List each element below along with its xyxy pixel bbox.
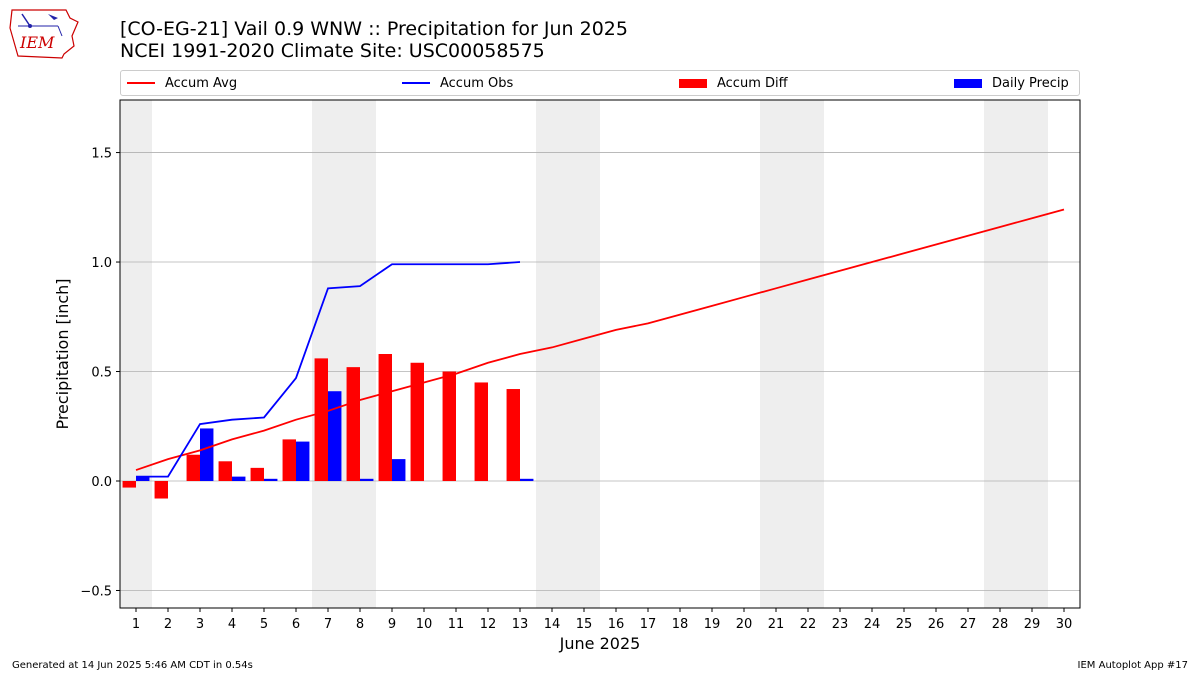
x-tick-label-6: 6: [292, 617, 300, 632]
daily-precip-bar-4: [232, 476, 246, 481]
accum-diff-bar-11: [442, 371, 456, 481]
svg-text:IEM: IEM: [19, 33, 55, 52]
daily-precip-bar-13: [520, 478, 534, 481]
x-tick-label-23: 23: [832, 617, 849, 632]
weekend-shade-day-15: [568, 100, 600, 608]
legend-label-accum-obs: Accum Obs: [440, 75, 514, 91]
x-tick-label-27: 27: [960, 617, 977, 632]
x-tick-label-26: 26: [928, 617, 945, 632]
accum-diff-bar-7: [314, 358, 328, 481]
weekend-shade-day-14: [536, 100, 568, 608]
accum-diff-bar-12: [474, 382, 488, 481]
x-tick-label-4: 4: [228, 617, 236, 632]
accum-diff-bar-13: [506, 389, 520, 481]
weekend-shade-day-1: [120, 100, 152, 608]
generated-timestamp: Generated at 14 Jun 2025 5:46 AM CDT in …: [12, 660, 253, 671]
x-tick-label-7: 7: [324, 617, 332, 632]
x-tick-label-24: 24: [864, 617, 881, 632]
chart-subtitle: NCEI 1991-2020 Climate Site: USC00058575: [120, 40, 545, 62]
x-tick-label-10: 10: [416, 617, 433, 632]
x-axis-label: June 2025: [559, 634, 641, 653]
legend-item-accum-obs: Accum Obs: [402, 74, 513, 92]
chart-title: [CO-EG-21] Vail 0.9 WNW :: Precipitation…: [120, 18, 628, 40]
weekend-shade-day-29: [1016, 100, 1048, 608]
x-tick-label-19: 19: [704, 617, 721, 632]
daily-precip-bar-9: [392, 459, 406, 481]
weekend-shade-day-8: [344, 100, 376, 608]
legend-item-daily-precip: Daily Precip: [954, 74, 1069, 92]
daily-precip-bar-6: [296, 441, 310, 481]
legend-swatch-accum-diff: [679, 78, 707, 88]
x-tick-label-12: 12: [480, 617, 497, 632]
y-tick-label-2: 0.5: [91, 366, 112, 381]
x-tick-label-3: 3: [196, 617, 204, 632]
accum-diff-bar-4: [218, 461, 232, 481]
x-tick-label-1: 1: [132, 617, 140, 632]
accum-diff-bar-9: [378, 354, 392, 481]
x-tick-label-28: 28: [992, 617, 1009, 632]
legend: Accum Avg Accum Obs Accum Diff Daily Pre…: [120, 70, 1080, 96]
x-tick-label-29: 29: [1024, 617, 1041, 632]
x-tick-label-14: 14: [544, 617, 561, 632]
x-tick-label-15: 15: [576, 617, 593, 632]
x-tick-label-30: 30: [1056, 617, 1073, 632]
accum-diff-bar-1: [122, 481, 136, 488]
weekend-shade-day-21: [760, 100, 792, 608]
x-tick-label-8: 8: [356, 617, 364, 632]
x-tick-label-16: 16: [608, 617, 625, 632]
accum-diff-bar-3: [186, 454, 200, 481]
accum-avg-line: [135, 208, 1065, 471]
legend-label-accum-diff: Accum Diff: [717, 75, 788, 91]
legend-swatch-accum-obs: [402, 82, 430, 84]
x-tick-label-13: 13: [512, 617, 529, 632]
daily-precip-bar-8: [360, 478, 374, 481]
weekend-shade-day-22: [792, 100, 824, 608]
legend-label-accum-avg: Accum Avg: [165, 75, 238, 91]
accum-obs-line: [136, 261, 521, 478]
iem-logo: IEM: [8, 6, 80, 60]
y-axis-label: Precipitation [inch]: [53, 278, 72, 429]
legend-label-daily-precip: Daily Precip: [992, 75, 1069, 91]
accum-diff-bar-2: [154, 481, 168, 499]
x-tick-label-22: 22: [800, 617, 817, 632]
x-tick-label-5: 5: [260, 617, 268, 632]
x-tick-label-9: 9: [388, 617, 396, 632]
legend-item-accum-diff: Accum Diff: [679, 74, 788, 92]
weekend-shade-day-28: [984, 100, 1016, 608]
daily-precip-bar-3: [200, 428, 214, 481]
legend-item-accum-avg: Accum Avg: [127, 74, 237, 92]
x-tick-label-2: 2: [164, 617, 172, 632]
x-tick-label-17: 17: [640, 617, 657, 632]
x-tick-label-20: 20: [736, 617, 753, 632]
accum-diff-bar-8: [346, 367, 360, 481]
x-tick-label-25: 25: [896, 617, 913, 632]
daily-precip-bar-5: [264, 478, 278, 481]
x-tick-label-11: 11: [448, 617, 465, 632]
y-tick-label-1: 0.0: [91, 475, 112, 490]
accum-diff-bar-6: [282, 439, 296, 481]
plot-frame: [119, 99, 1081, 609]
x-tick-label-18: 18: [672, 617, 689, 632]
accum-diff-bar-5: [250, 467, 264, 481]
y-tick-label-4: 1.5: [91, 147, 112, 162]
app-id: IEM Autoplot App #17: [1077, 660, 1188, 671]
accum-diff-bar-10: [410, 362, 424, 481]
y-tick-label-3: 1.0: [91, 256, 112, 271]
legend-swatch-daily-precip: [954, 78, 982, 88]
legend-swatch-accum-avg: [127, 82, 155, 84]
daily-precip-bar-7: [328, 391, 342, 481]
x-tick-label-21: 21: [768, 617, 785, 632]
daily-precip-bar-1: [136, 476, 150, 481]
y-tick-label-0: −0.5: [80, 584, 112, 599]
weekend-shade-day-7: [312, 100, 344, 608]
